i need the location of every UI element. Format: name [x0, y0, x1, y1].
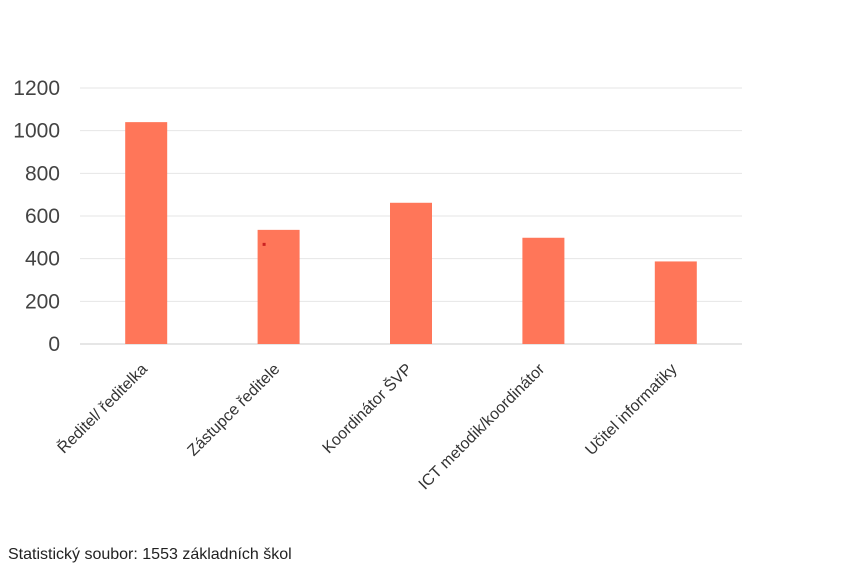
- x-category-label: Ředitel/ ředitelka: [53, 359, 151, 457]
- y-tick-label: 1200: [13, 77, 60, 100]
- bar: [390, 202, 432, 344]
- bar-chart: 0 200 400 600 800 1000 1200 Ředitel/ ředitelka…: [13, 77, 742, 493]
- x-category-label: Zástupce ředitele: [185, 361, 284, 460]
- bar: [257, 229, 300, 344]
- x-category-label: Koordinátor ŠVP: [318, 359, 416, 457]
- y-tick-label: 200: [25, 290, 60, 313]
- y-tick-label: 0: [48, 333, 60, 356]
- footnote: Statistický soubor: 1553 základních škol: [8, 546, 292, 563]
- y-axis-tick-labels: 0 200 400 600 800 1000 1200: [13, 77, 60, 356]
- bar: [522, 237, 565, 344]
- bar: [654, 261, 697, 344]
- x-category-label: Učitel informatiky: [582, 361, 680, 459]
- x-category-label: ICT metodik/koordinátor: [416, 360, 549, 493]
- y-tick-label: 600: [25, 205, 60, 228]
- y-tick-label: 1000: [13, 120, 60, 143]
- y-tick-label: 400: [25, 248, 60, 271]
- x-axis-category-labels: Ředitel/ ředitelka Zástupce ředitele Koord…: [53, 359, 680, 493]
- bar: [125, 122, 168, 344]
- y-tick-label: 800: [25, 162, 60, 185]
- data-marker: [262, 242, 266, 246]
- bars: [125, 122, 697, 344]
